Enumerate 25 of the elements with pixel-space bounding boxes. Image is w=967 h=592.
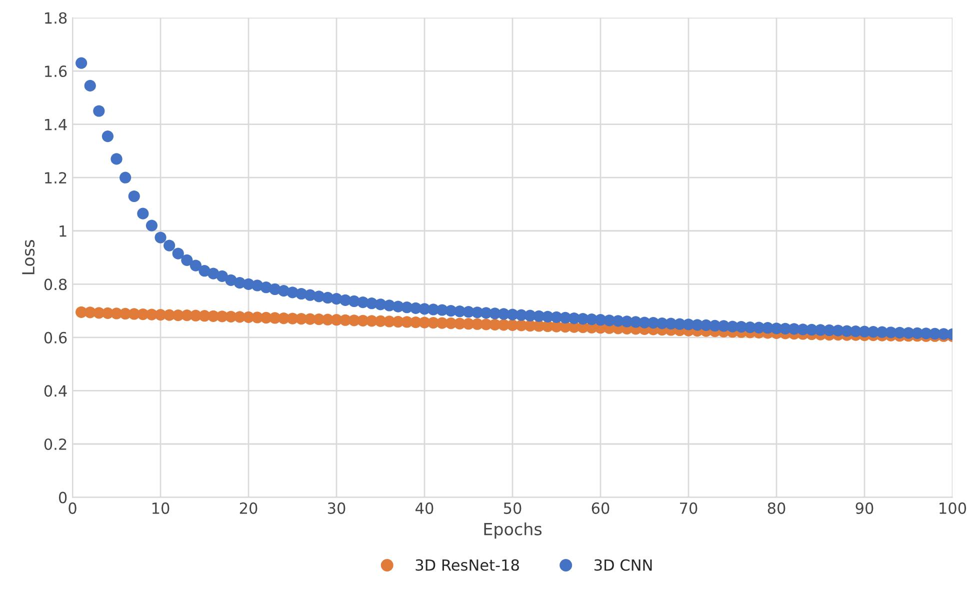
legend-label: 3D CNN [594, 559, 652, 571]
x-tick-label: 70 [680, 502, 698, 514]
x-tick-label: 30 [328, 502, 346, 514]
y-tick-label: 1.6 [45, 66, 67, 78]
legend-label: 3D ResNet-18 [416, 559, 519, 571]
y-tick-label: 0 [58, 492, 67, 504]
x-tick-label: 0 [68, 502, 76, 514]
x-tick-label: 10 [152, 502, 170, 514]
y-tick-label: 1.4 [45, 118, 67, 130]
x-tick-label: 100 [940, 502, 966, 514]
x-tick-label: 60 [592, 502, 610, 514]
x-tick-label: 90 [856, 502, 874, 514]
x-tick-label: 20 [240, 502, 258, 514]
y-axis-title: Loss [22, 240, 35, 274]
x-axis-title: Epochs [484, 522, 542, 539]
x-tick-label: 50 [504, 502, 522, 514]
y-tick-label: 0.8 [44, 278, 67, 290]
x-tick-label: 80 [768, 502, 786, 514]
y-tick-label: 1.8 [45, 12, 67, 24]
y-tick-label: 0.6 [44, 332, 67, 344]
x-tick-label: 40 [416, 502, 434, 514]
y-tick-label: 0.4 [44, 385, 67, 397]
y-tick-label: 0.2 [44, 438, 66, 450]
y-tick-label: 1 [60, 226, 66, 237]
y-tick-label: 1.2 [45, 172, 66, 184]
